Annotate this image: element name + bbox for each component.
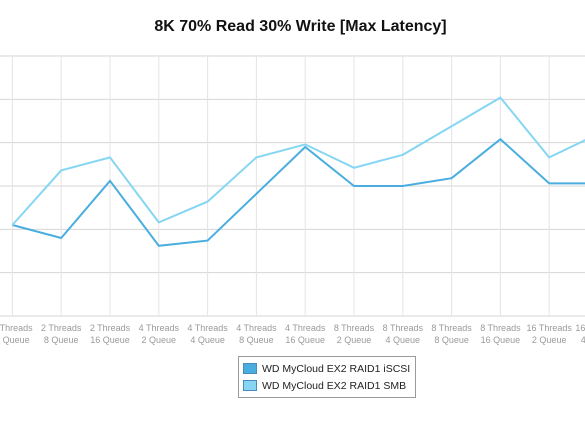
x-tick-label: 2 Threads [41, 323, 82, 333]
x-tick-label: 16 Queue [481, 335, 521, 345]
x-tick-label: 4 Threads [236, 323, 277, 333]
grid-layer [0, 55, 585, 317]
x-tick-label: 4 Queue [190, 335, 225, 345]
x-tick-label: 16 Queue [285, 335, 325, 345]
x-tick-label: 4 Queue [386, 335, 421, 345]
x-tick-label: 16 Threads [527, 323, 573, 333]
series-layer [11, 96, 585, 247]
x-tick-label: 8 Queue [44, 335, 79, 345]
x-tick-label: 8 Threads [334, 323, 375, 333]
x-tick-label: 4 Queue [581, 335, 585, 345]
x-tick-label: 4 Threads [139, 323, 180, 333]
x-tick-label: 2 Queue [337, 335, 372, 345]
legend-item-iscsi: WD MyCloud EX2 RAID1 iSCSI [243, 360, 411, 377]
x-tick-label: 1 Threads [0, 323, 33, 333]
legend-label-smb: WD MyCloud EX2 RAID1 SMB [262, 379, 407, 392]
x-tick-label: 8 Threads [383, 323, 424, 333]
legend-swatch-iscsi [243, 363, 257, 374]
series-line-1 [11, 96, 585, 226]
x-tick-label: 8 Queue [239, 335, 274, 345]
x-tick-label: 2 Threads [90, 323, 131, 333]
x-tick-label: 8 Threads [431, 323, 472, 333]
x-tick-label: 8 Queue [434, 335, 469, 345]
x-tick-label: 2 Queue [142, 335, 177, 345]
x-tick-label: 8 Threads [480, 323, 521, 333]
legend-item-smb: WD MyCloud EX2 RAID1 SMB [243, 377, 411, 394]
x-tick-label: 4 Threads [285, 323, 326, 333]
x-tick-label: 16 Threads [575, 323, 585, 333]
x-tick-label: 16 Queue [90, 335, 130, 345]
x-tick-label: 2 Queue [0, 335, 30, 345]
chart-legend: WD MyCloud EX2 RAID1 iSCSI WD MyCloud EX… [238, 356, 416, 398]
x-tick-label: 2 Queue [532, 335, 567, 345]
legend-swatch-smb [243, 380, 257, 391]
x-tick-labels: 1 Threads 2 Queue 2 Threads 8 Queue 2 Thread… [0, 323, 585, 345]
chart-title: 8K 70% Read 30% Write [Max Latency] [154, 18, 447, 35]
x-tick-label: 4 Threads [187, 323, 228, 333]
legend-label-iscsi: WD MyCloud EX2 RAID1 iSCSI [262, 362, 411, 375]
